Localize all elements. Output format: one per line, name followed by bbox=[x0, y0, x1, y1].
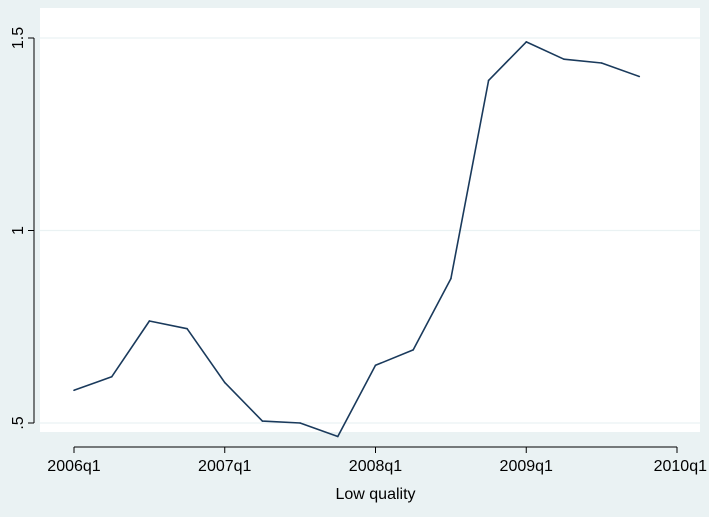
y-tick-label: 1 bbox=[10, 226, 27, 235]
data-point bbox=[73, 389, 75, 392]
gridlines bbox=[40, 37, 700, 424]
data-point bbox=[223, 381, 226, 384]
plot-area bbox=[40, 8, 700, 432]
x-tick-label: 2009q1 bbox=[500, 458, 553, 475]
data-point bbox=[487, 79, 490, 82]
data-point bbox=[110, 376, 113, 378]
series-group bbox=[73, 41, 641, 438]
data-point bbox=[450, 277, 452, 280]
data-point bbox=[148, 320, 151, 322]
x-tick-label: 2010q1 bbox=[654, 458, 707, 475]
x-tick-label: 2008q1 bbox=[349, 458, 402, 475]
y-tick-label: .5 bbox=[10, 416, 27, 429]
data-point bbox=[299, 422, 301, 424]
x-tick-label: 2007q1 bbox=[198, 458, 251, 475]
data-point bbox=[600, 62, 603, 64]
y-tick-label: 1.5 bbox=[10, 27, 27, 49]
data-point bbox=[412, 349, 414, 351]
data-point bbox=[261, 420, 264, 422]
data-point bbox=[525, 41, 528, 43]
x-tick-label: 2006q1 bbox=[47, 458, 100, 475]
data-point bbox=[638, 75, 641, 78]
x-axis-title: Low quality bbox=[335, 486, 415, 503]
data-point bbox=[337, 435, 339, 438]
series-line bbox=[73, 41, 640, 438]
data-point bbox=[186, 327, 188, 330]
data-point bbox=[563, 58, 565, 60]
data-point bbox=[374, 364, 377, 367]
axes: .5 1 1.5 2006q1 2007q1 2008q1 2009q1 2010q1 bbox=[10, 27, 707, 475]
